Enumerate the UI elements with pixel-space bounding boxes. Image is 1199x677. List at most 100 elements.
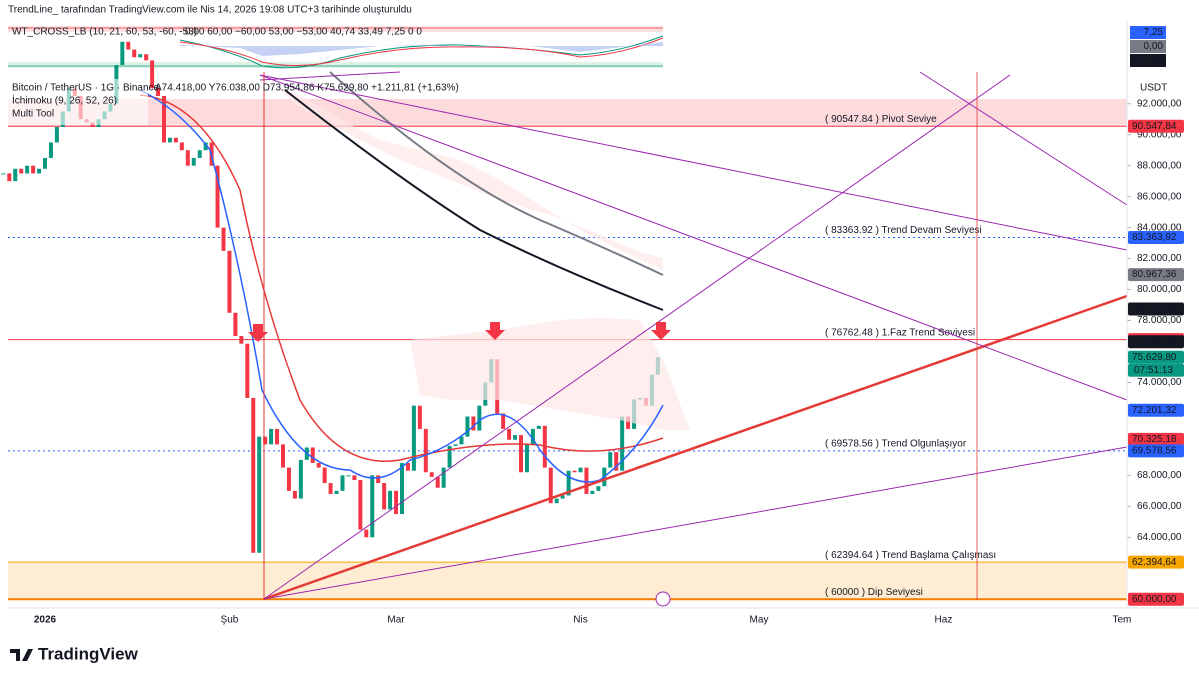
y-tick-label: 80.000,00 [1137,284,1182,295]
candle [150,60,155,89]
candle [346,475,351,477]
os-zone [8,62,663,68]
candle [227,250,232,313]
level-label: ( 60000 ) Dip Seviyesi [825,587,923,598]
price-label: 60.000,00 [1132,594,1177,605]
indicator-pane: WT_CROSS_LB (10, 21, 60, 53, -60, -53) 0… [8,26,664,69]
arrow [485,322,505,340]
candle [411,405,416,471]
price-label: 62.394,64 [1132,557,1177,568]
candle [138,54,143,58]
candle [275,428,280,445]
candle [596,486,601,491]
candle [388,490,393,510]
y-tick-label: 66.000,00 [1137,501,1182,512]
candle [340,475,345,491]
candle [316,462,321,468]
candle [370,475,375,538]
candle [590,490,595,494]
legend-ohlc: A74.418,00 Y76.038,00 D73.954,86 K75.629… [155,83,459,94]
candle [286,467,291,491]
candle [13,168,18,182]
price-label: 76.631,93 [1132,336,1177,347]
candle [322,467,327,484]
price-label-bg [1128,119,1184,133]
candle [441,467,446,488]
candle [572,470,577,473]
candle [530,428,535,445]
candle [423,428,428,473]
candle [31,165,36,174]
legend-bg [8,79,148,125]
candle [501,413,506,429]
currency: USDT [1140,83,1167,94]
price-label-bg [1128,268,1184,282]
candle [382,483,387,510]
candle [536,425,541,429]
candle [48,142,53,158]
candle [453,444,458,446]
candle [352,475,357,480]
price-label-bg [1128,230,1184,244]
trend-top [259,71,401,81]
y-tick-label: 84.000,00 [1137,222,1182,233]
candle [524,444,529,473]
x-tick-label: 2026 [34,615,57,626]
ichimoku-cloud-lower [410,318,690,430]
candle [43,157,47,169]
level-label: ( 69578.56 ) Trend Olgunlaşıyor [825,439,967,450]
event-icon[interactable] [655,591,671,607]
candle [566,470,571,496]
candle [239,336,244,344]
indicator-label: 0,00 [1144,41,1164,52]
candle [37,168,42,174]
y-tick-label: 78.000,00 [1137,315,1182,326]
wt2 [179,37,664,67]
price-label-bg [1128,444,1184,458]
y-tick-label: 64.000,00 [1137,532,1182,543]
candle [513,435,518,440]
legend-ichimoku: İchimoku (9, 26, 52, 26) [12,94,117,107]
candle [185,150,190,166]
base-zone [8,562,1127,600]
x-tick-label: Nis [573,615,587,626]
candle [132,49,137,58]
candle [364,529,369,538]
indicator-label-bg [1130,26,1166,39]
candle [203,142,208,151]
candle [405,462,410,471]
price-label: 83.363,92 [1132,232,1177,243]
arrow [248,324,268,342]
level-label: ( 90547.84 ) Pivot Seviye [825,114,937,125]
price-label: 75.629,80 [1132,352,1177,363]
countdown-bg [1128,363,1184,377]
candle [215,165,220,228]
candle [144,54,149,61]
logo: TradingView [10,644,139,663]
candle [554,498,559,504]
price-label-bg [1128,592,1184,606]
level-label: ( 76762.48 ) 1.Faz Trend Seviyesi [825,327,975,338]
price-label: 90.547,84 [1132,121,1177,132]
candle [7,173,12,182]
tenkan [139,89,664,483]
candle [376,475,381,484]
ob-zone [8,26,663,32]
candle [358,480,363,530]
candle [269,428,274,445]
candle [162,96,166,143]
y-tick-label: 74.000,00 [1137,377,1182,388]
candle [126,41,131,50]
price-label: 69.578,56 [1132,446,1177,457]
trend-resistance-2 [259,74,1128,251]
candle [221,227,226,251]
x-tick-label: Şub [221,615,239,626]
header: TrendLine_ tarafından TradingView.com il… [8,5,412,16]
candle [233,312,238,336]
x-tick-label: Mar [387,615,405,626]
indicator-title: WT_CROSS_LB (10, 21, 60, 53, -60, -53) [12,27,197,38]
candle [179,142,184,151]
cross-line [919,71,1128,206]
legend-symbol: Bitcoin / TetherUS · 1G · Binance [12,83,160,94]
